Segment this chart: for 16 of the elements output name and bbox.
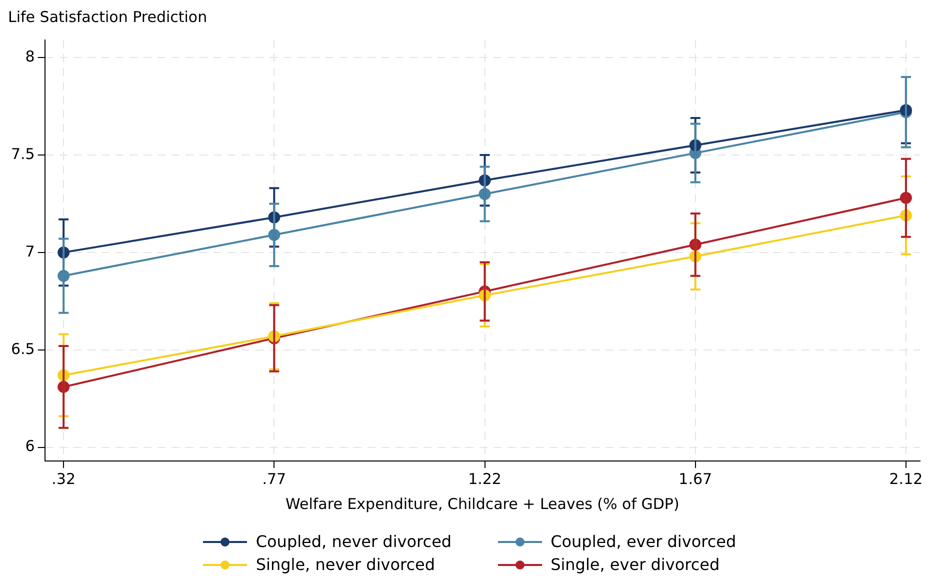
x-tick-label: 1.67 (678, 470, 712, 488)
y-tick-label: 6.5 (10, 340, 35, 358)
y-tick-label: 7.5 (10, 144, 35, 163)
x-tick-label: 2.12 (889, 470, 923, 488)
y-tick-label: 7 (25, 242, 35, 260)
legend-label: Coupled, never divorced (256, 532, 452, 551)
y-axis-title: Life Satisfaction Prediction (8, 8, 208, 26)
x-axis-title: Welfare Expenditure, Childcare + Leaves (% of GDP) (286, 494, 680, 513)
legend-label: Coupled, ever divorced (550, 532, 736, 551)
y-tick-label: 8 (25, 47, 35, 66)
legend-label: Single, ever divorced (550, 555, 720, 574)
y-tick-label: 6 (25, 437, 35, 456)
legend-label: Single, never divorced (256, 555, 436, 574)
x-tick-label: 1.22 (468, 470, 502, 488)
x-tick-label: .77 (262, 470, 286, 488)
x-tick-label: .32 (52, 470, 76, 488)
